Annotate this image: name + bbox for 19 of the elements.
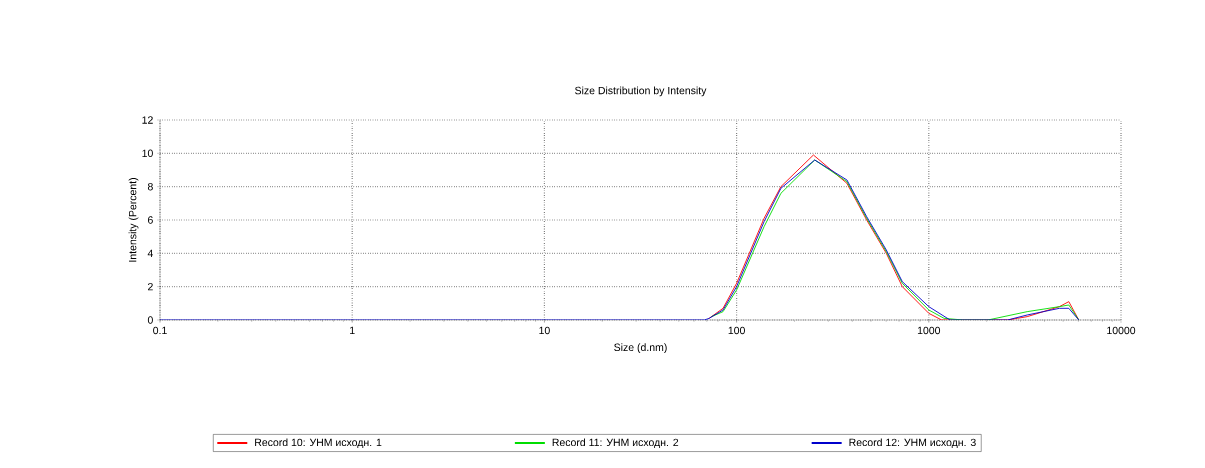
y-tick-label: 0 (147, 316, 153, 324)
x-tick-label: 1 (350, 326, 355, 334)
x-tick-label: 0.1 (153, 326, 167, 335)
x-tick-label: 100 (728, 326, 745, 335)
y-tick-label: 10 (142, 149, 153, 158)
y-axis-title: Intensity (Percent) (128, 178, 139, 262)
y-tick-label: 4 (147, 249, 154, 257)
y-tick-label: 8 (147, 182, 153, 191)
x-tick-label: 10000 (1107, 326, 1136, 335)
x-axis-title: Size (d.nm) (614, 343, 667, 354)
legend-label: Record 10: УНМ исходн. 1 (255, 438, 382, 449)
legend-label: Record 12: УНМ исходн. 3 (849, 438, 976, 449)
x-tick-label: 1000 (917, 326, 941, 335)
x-tick-label: 10 (539, 326, 550, 335)
chart-title: Size Distribution by Intensity (575, 86, 707, 97)
y-tick-label: 6 (148, 216, 153, 224)
legend-label: Record 11: УНМ исходн. 2 (552, 438, 679, 449)
y-tick-label: 2 (148, 282, 153, 291)
y-tick-label: 12 (142, 116, 153, 124)
